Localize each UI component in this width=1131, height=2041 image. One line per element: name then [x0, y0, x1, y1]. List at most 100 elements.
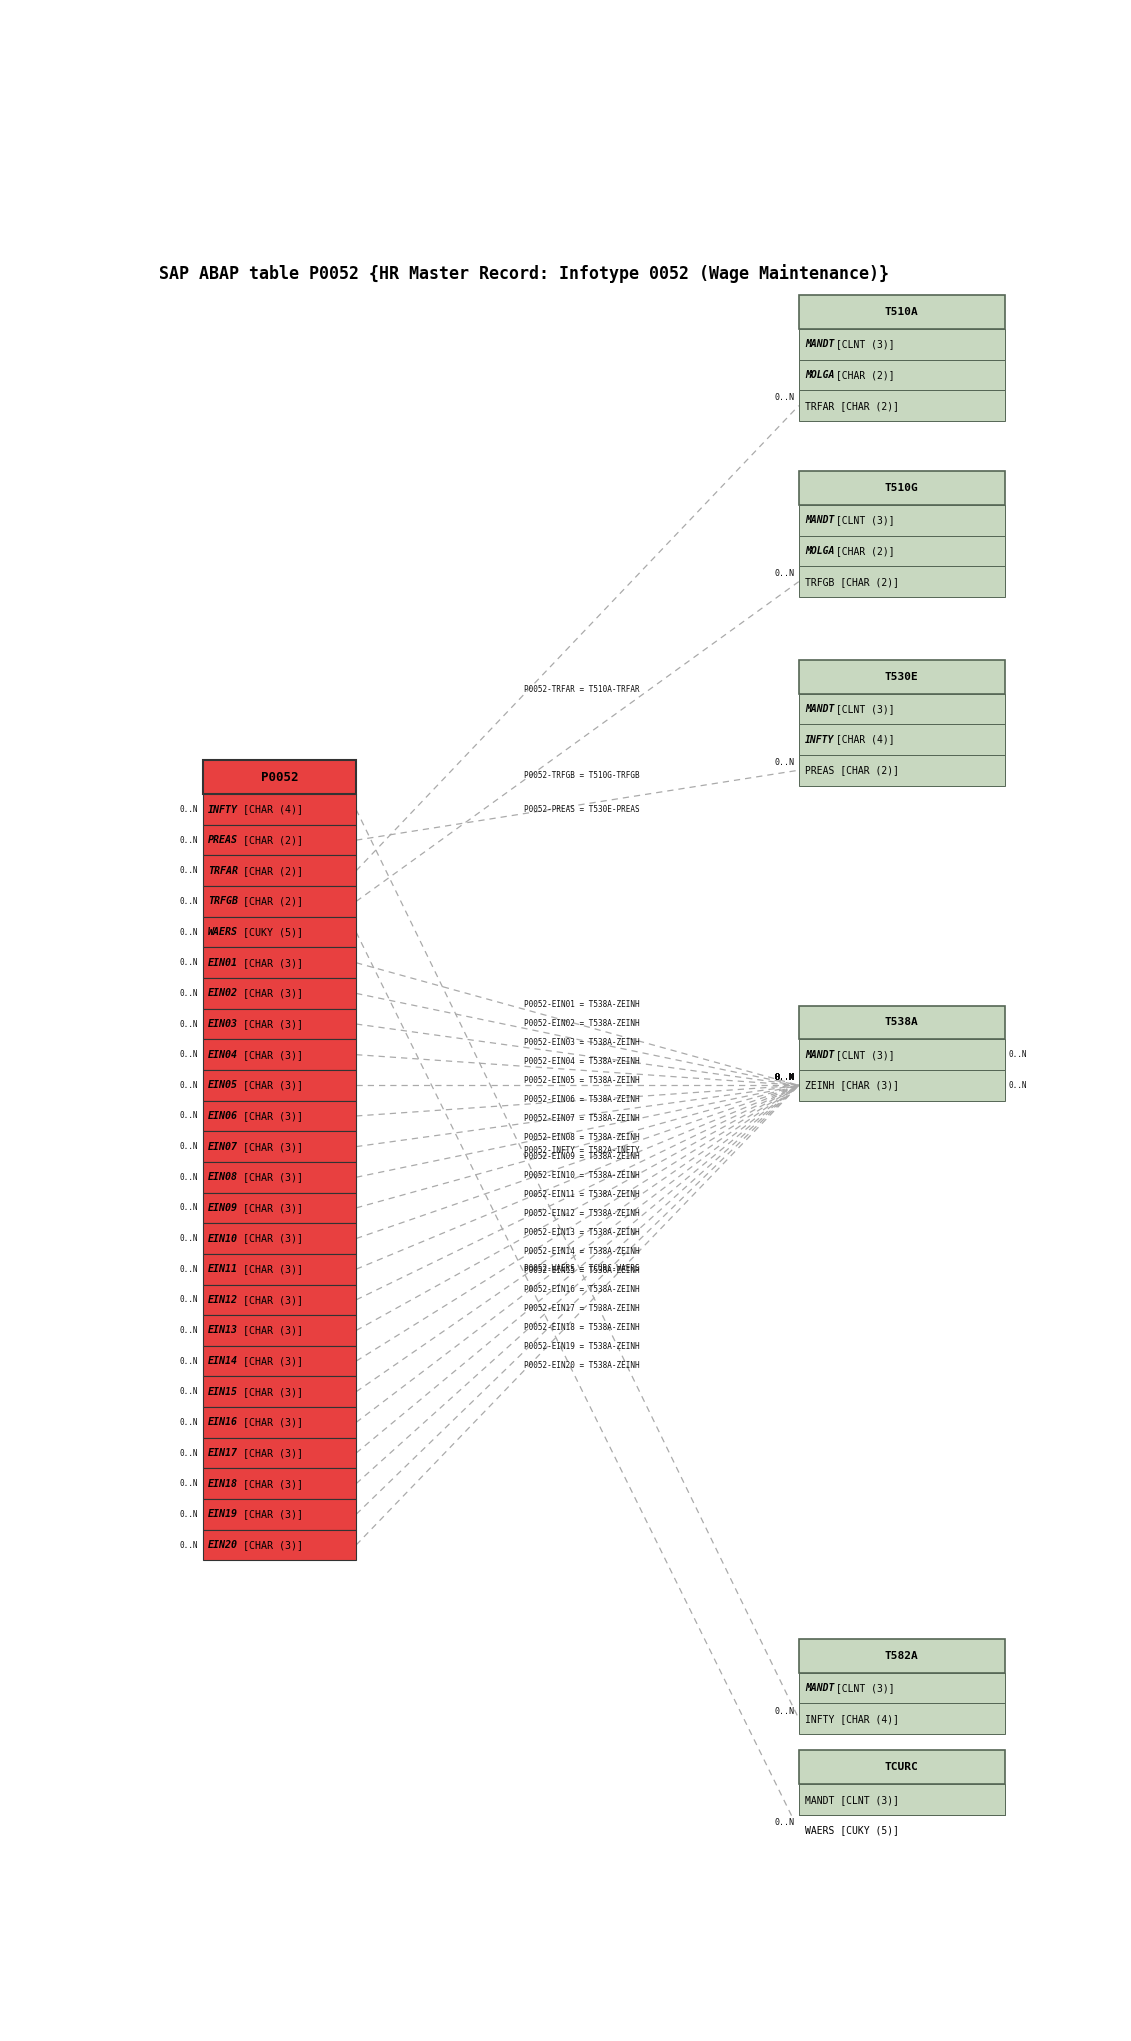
Text: [CHAR (3)]: [CHAR (3)] — [236, 1110, 303, 1121]
Text: 0..N: 0..N — [775, 1074, 794, 1082]
Text: P0052-EIN04 = T538A-ZEINH: P0052-EIN04 = T538A-ZEINH — [525, 1057, 640, 1065]
FancyBboxPatch shape — [798, 471, 1004, 504]
Text: 0..N: 0..N — [180, 835, 198, 845]
Text: [CHAR (3)]: [CHAR (3)] — [236, 957, 303, 967]
Text: 0..N: 0..N — [775, 1074, 794, 1082]
Text: 0..N: 0..N — [180, 1051, 198, 1059]
FancyBboxPatch shape — [798, 1069, 1004, 1100]
FancyBboxPatch shape — [202, 1529, 356, 1559]
Text: [CHAR (3)]: [CHAR (3)] — [236, 1541, 303, 1549]
Text: [CHAR (3)]: [CHAR (3)] — [236, 1480, 303, 1488]
Text: 0..N: 0..N — [775, 1819, 794, 1827]
FancyBboxPatch shape — [798, 1814, 1004, 1845]
FancyBboxPatch shape — [202, 825, 356, 855]
Text: EIN04: EIN04 — [208, 1049, 238, 1059]
FancyBboxPatch shape — [202, 1039, 356, 1069]
Text: P0052-EIN13 = T538A-ZEINH: P0052-EIN13 = T538A-ZEINH — [525, 1229, 640, 1237]
Text: T538A: T538A — [884, 1018, 918, 1027]
Text: 0..N: 0..N — [1008, 1051, 1027, 1059]
Text: 0..N: 0..N — [180, 1143, 198, 1151]
Text: [CHAR (3)]: [CHAR (3)] — [236, 1233, 303, 1243]
Text: [CHAR (3)]: [CHAR (3)] — [236, 1510, 303, 1519]
FancyBboxPatch shape — [202, 1498, 356, 1529]
Text: 0..N: 0..N — [775, 1074, 794, 1082]
FancyBboxPatch shape — [202, 1131, 356, 1161]
Text: [CHAR (3)]: [CHAR (3)] — [236, 988, 303, 998]
Text: P0052-EIN11 = T538A-ZEINH: P0052-EIN11 = T538A-ZEINH — [525, 1190, 640, 1200]
Text: INFTY: INFTY — [805, 735, 835, 745]
Text: [CLNT (3)]: [CLNT (3)] — [830, 704, 895, 714]
Text: P0052-EIN17 = T538A-ZEINH: P0052-EIN17 = T538A-ZEINH — [525, 1304, 640, 1312]
Text: EIN17: EIN17 — [208, 1447, 238, 1457]
Text: P0052-EIN10 = T538A-ZEINH: P0052-EIN10 = T538A-ZEINH — [525, 1172, 640, 1180]
FancyBboxPatch shape — [798, 1039, 1004, 1069]
Text: 0..N: 0..N — [180, 865, 198, 876]
Text: P0052-EIN18 = T538A-ZEINH: P0052-EIN18 = T538A-ZEINH — [525, 1323, 640, 1333]
Text: MANDT: MANDT — [805, 1049, 835, 1059]
FancyBboxPatch shape — [202, 978, 356, 1008]
FancyBboxPatch shape — [202, 1008, 356, 1039]
Text: [CHAR (3)]: [CHAR (3)] — [236, 1294, 303, 1304]
Text: [CLNT (3)]: [CLNT (3)] — [830, 514, 895, 525]
Text: WAERS: WAERS — [208, 927, 238, 937]
FancyBboxPatch shape — [798, 329, 1004, 359]
Text: 0..N: 0..N — [180, 957, 198, 967]
Text: P0052-EIN08 = T538A-ZEINH: P0052-EIN08 = T538A-ZEINH — [525, 1133, 640, 1143]
Text: 0..N: 0..N — [180, 896, 198, 906]
Text: EIN13: EIN13 — [208, 1325, 238, 1335]
Text: 0..N: 0..N — [180, 1418, 198, 1427]
Text: [CLNT (3)]: [CLNT (3)] — [830, 1049, 895, 1059]
FancyBboxPatch shape — [798, 659, 1004, 694]
Text: MANDT: MANDT — [805, 339, 835, 349]
Text: [CHAR (2)]: [CHAR (2)] — [236, 896, 303, 906]
Text: 0..N: 0..N — [180, 1510, 198, 1519]
FancyBboxPatch shape — [798, 1751, 1004, 1784]
FancyBboxPatch shape — [798, 694, 1004, 725]
FancyBboxPatch shape — [202, 1467, 356, 1498]
Text: 0..N: 0..N — [775, 394, 794, 402]
Text: EIN18: EIN18 — [208, 1480, 238, 1488]
FancyBboxPatch shape — [202, 1437, 356, 1467]
Text: [CHAR (2)]: [CHAR (2)] — [236, 865, 303, 876]
Text: [CHAR (2)]: [CHAR (2)] — [236, 835, 303, 845]
Text: P0052-EIN09 = T538A-ZEINH: P0052-EIN09 = T538A-ZEINH — [525, 1153, 640, 1161]
FancyBboxPatch shape — [202, 1406, 356, 1437]
Text: EIN16: EIN16 — [208, 1416, 238, 1427]
FancyBboxPatch shape — [798, 1674, 1004, 1704]
Text: 0..N: 0..N — [180, 1082, 198, 1090]
Text: [CHAR (3)]: [CHAR (3)] — [236, 1447, 303, 1457]
Text: [CHAR (4)]: [CHAR (4)] — [830, 735, 895, 745]
Text: P0052-EIN19 = T538A-ZEINH: P0052-EIN19 = T538A-ZEINH — [525, 1343, 640, 1351]
Text: 0..N: 0..N — [775, 1074, 794, 1082]
Text: 0..N: 0..N — [775, 1074, 794, 1082]
Text: ZEINH [CHAR (3)]: ZEINH [CHAR (3)] — [805, 1080, 899, 1090]
Text: 0..N: 0..N — [180, 1541, 198, 1549]
Text: P0052-EIN20 = T538A-ZEINH: P0052-EIN20 = T538A-ZEINH — [525, 1361, 640, 1370]
Text: [CHAR (3)]: [CHAR (3)] — [236, 1049, 303, 1059]
Text: P0052-EIN03 = T538A-ZEINH: P0052-EIN03 = T538A-ZEINH — [525, 1039, 640, 1047]
Text: 0..N: 0..N — [775, 1074, 794, 1082]
Text: 0..N: 0..N — [775, 1074, 794, 1082]
Text: 0..N: 0..N — [1008, 1082, 1027, 1090]
Text: P0052-EIN07 = T538A-ZEINH: P0052-EIN07 = T538A-ZEINH — [525, 1114, 640, 1123]
FancyBboxPatch shape — [798, 359, 1004, 390]
Text: MOLGA: MOLGA — [805, 547, 835, 555]
Text: MANDT [CLNT (3)]: MANDT [CLNT (3)] — [805, 1794, 899, 1804]
Text: EIN20: EIN20 — [208, 1541, 238, 1549]
FancyBboxPatch shape — [798, 1639, 1004, 1674]
Text: 0..N: 0..N — [180, 1327, 198, 1335]
Text: EIN01: EIN01 — [208, 957, 238, 967]
FancyBboxPatch shape — [798, 390, 1004, 420]
Text: TRFAR [CHAR (2)]: TRFAR [CHAR (2)] — [805, 400, 899, 410]
Text: P0052-PREAS = T530E-PREAS: P0052-PREAS = T530E-PREAS — [525, 804, 640, 814]
FancyBboxPatch shape — [798, 296, 1004, 329]
Text: P0052-WAERS = TCURC-WAERS: P0052-WAERS = TCURC-WAERS — [525, 1263, 640, 1274]
Text: [CHAR (3)]: [CHAR (3)] — [236, 1172, 303, 1182]
Text: MOLGA: MOLGA — [805, 369, 835, 380]
FancyBboxPatch shape — [798, 535, 1004, 565]
Text: [CHAR (3)]: [CHAR (3)] — [236, 1325, 303, 1335]
Text: T510G: T510G — [884, 484, 918, 494]
Text: [CUKY (5)]: [CUKY (5)] — [236, 927, 303, 937]
Text: [CHAR (3)]: [CHAR (3)] — [236, 1263, 303, 1274]
Text: 0..N: 0..N — [775, 569, 794, 578]
